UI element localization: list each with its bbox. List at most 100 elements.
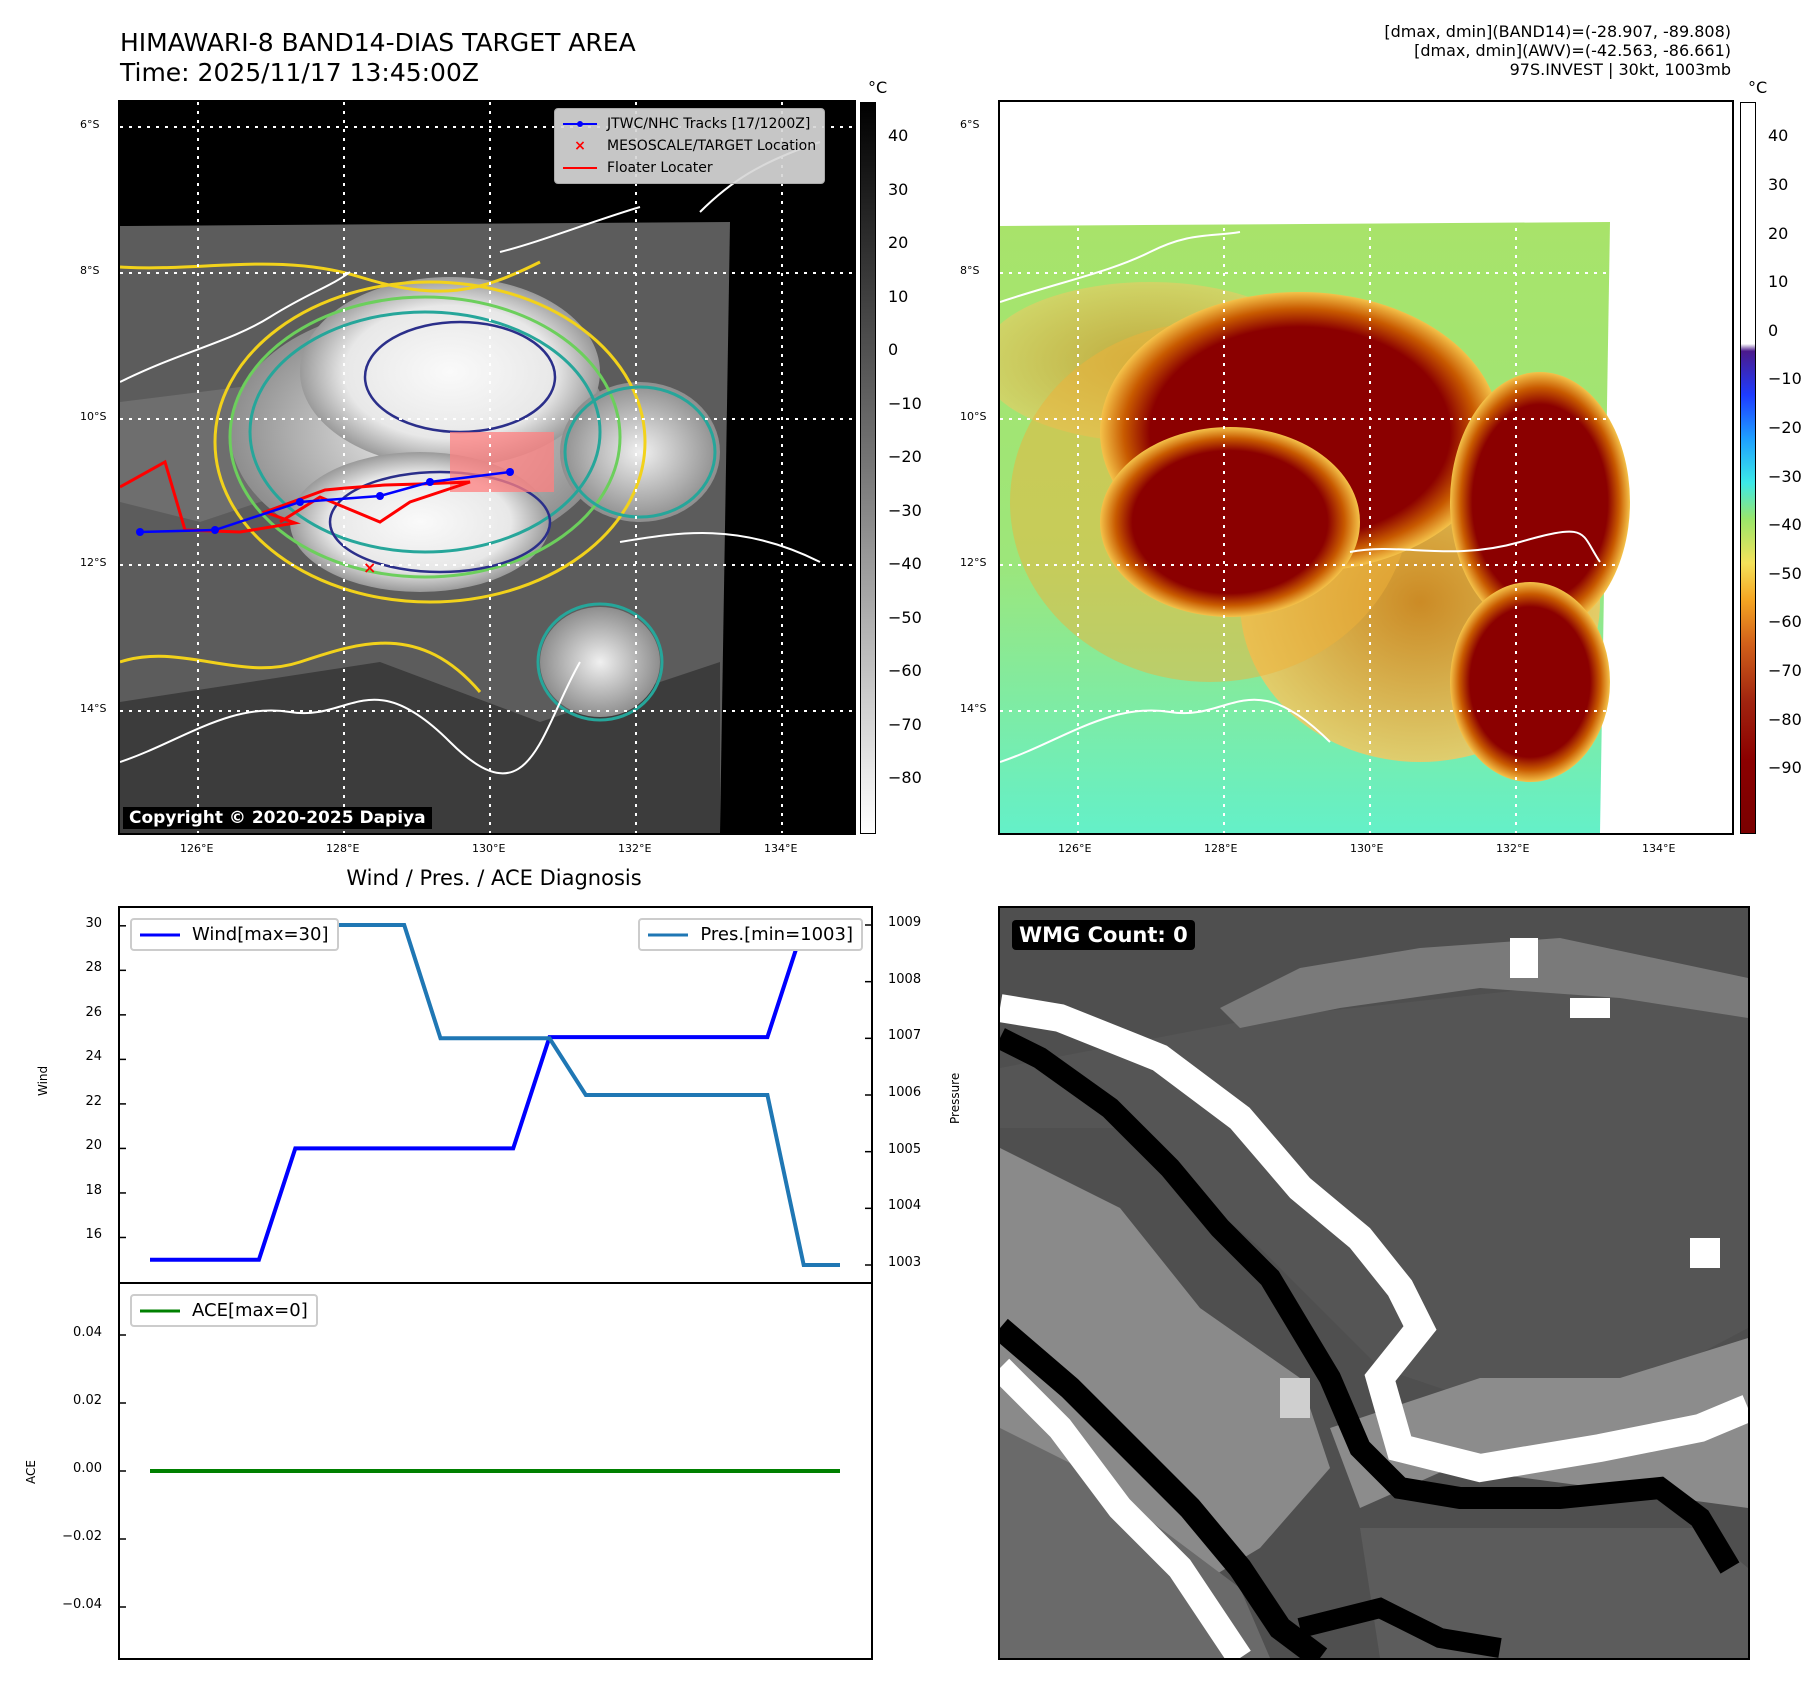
colorbar-left-tick: −60	[888, 661, 922, 681]
pressure-ytick-label: 1007	[888, 1028, 922, 1044]
lon-label-128e: 128°E	[326, 842, 360, 855]
pressure-yaxis-ticks: 1003 1004 1005 1006 1007 1008 1009	[880, 906, 940, 1284]
wind-legend: Wind[max=30]	[130, 918, 339, 951]
ace-plot	[120, 1334, 840, 1608]
colorbar-left-tick: 10	[888, 286, 909, 306]
colorbar-right-tick: 0	[1768, 320, 1779, 340]
lat-label-12s-right: 12°S	[960, 556, 987, 569]
colorbar-left-tick: −40	[888, 554, 922, 574]
lon-label-134e-right: 134°E	[1642, 842, 1676, 855]
colorbar-left-tick: −10	[888, 393, 922, 413]
lon-label-132e-right: 132°E	[1496, 842, 1530, 855]
lat-label-12s: 12°S	[80, 556, 107, 569]
lon-label-132e: 132°E	[618, 842, 652, 855]
lon-label-128e-right: 128°E	[1204, 842, 1238, 855]
ir-map-image: ×	[120, 102, 854, 833]
wind-ytick-label: 18	[85, 1182, 102, 1198]
ir-map-panel: × JTWC/NHC Tracks [17/1200Z] × MESOSCALE…	[118, 100, 856, 835]
pressure-ytick-label: 1003	[888, 1255, 922, 1270]
pressure-ytick-label: 1009	[888, 915, 922, 930]
diagnosis-title: Wind / Pres. / ACE Diagnosis	[346, 866, 642, 890]
lon-label-126e: 126°E	[180, 842, 214, 855]
colorbar-left-tick: −80	[888, 768, 922, 788]
stats-info: [dmax, dmin](BAND14)=(-28.907, -89.808) …	[1384, 22, 1731, 79]
colorbar-right-tick: −30	[1768, 466, 1802, 486]
pressure-ylabel: Pressure	[948, 1072, 962, 1124]
colorbar-right-tick: −10	[1768, 369, 1802, 389]
wind-series-line	[150, 923, 840, 1262]
colorbar-left-tick: −20	[888, 447, 922, 467]
title-line-2: Time: 2025/11/17 13:45:00Z	[120, 58, 479, 87]
legend-floater: Floater Locater	[563, 160, 713, 176]
pressure-series-line	[150, 923, 840, 1267]
colorbar-right-tick: −60	[1768, 612, 1802, 632]
wind-ylabel: Wind	[36, 1065, 50, 1096]
lat-label-6s: 6°S	[80, 118, 100, 131]
wind-ytick-label: 30	[85, 915, 102, 931]
wind-yaxis-ticks: 16 18 20 22 24 26 28 30	[60, 906, 112, 1284]
lat-label-8s-right: 8°S	[960, 264, 980, 277]
ace-ytick-label: 0.04	[73, 1325, 102, 1340]
wind-ytick-label: 20	[85, 1138, 102, 1154]
colorbar-left-tick: −50	[888, 607, 922, 627]
lon-label-134e: 134°E	[764, 842, 798, 855]
colorbar-left-ticks: 40 30 20 10 0 −10 −20 −30 −40 −50 −60 −70 −80	[880, 102, 922, 834]
wind-ytick-label: 16	[85, 1227, 102, 1243]
ace-ytick-label: 0.00	[73, 1461, 102, 1476]
wind-ytick-label: 28	[85, 960, 102, 976]
pressure-legend: Pres.[min=1003]	[638, 918, 863, 951]
lon-label-130e: 130°E	[472, 842, 506, 855]
colorbar-right-tick: −20	[1768, 417, 1802, 437]
x-marker-icon: ×	[574, 138, 586, 154]
colorbar-right-tick: −90	[1768, 758, 1802, 778]
lat-label-14s-right: 14°S	[960, 702, 987, 715]
awv-map-panel	[998, 100, 1734, 835]
wmg-panel: WMG Count: 0	[998, 906, 1750, 1660]
colorbar-right-tick: −70	[1768, 660, 1802, 680]
title-line-1: HIMAWARI-8 BAND14-DIAS TARGET AREA	[120, 28, 636, 57]
colorbar-left-tick: −30	[888, 500, 922, 520]
map-legend: JTWC/NHC Tracks [17/1200Z] × MESOSCALE/T…	[554, 108, 826, 184]
colorbar-right	[1740, 102, 1756, 834]
colorbar-left-tick: 20	[888, 233, 909, 253]
ace-ytick-label: −0.02	[62, 1529, 102, 1544]
colorbar-right-tick: −80	[1768, 709, 1802, 729]
colorbar-right-unit: °C	[1748, 78, 1768, 97]
ace-ytick-label: −0.04	[62, 1597, 102, 1612]
lon-label-130e-right: 130°E	[1350, 842, 1384, 855]
info-line-3: 97S.INVEST | 30kt, 1003mb	[1509, 60, 1731, 79]
info-line-2: [dmax, dmin](AWV)=(-42.563, -86.661)	[1414, 41, 1731, 60]
wind-pressure-panel: Wind[max=30] Pres.[min=1003]	[118, 906, 873, 1284]
ace-yaxis-ticks: −0.04 −0.02 0.00 0.02 0.04	[44, 1282, 112, 1660]
awv-map-image	[1000, 102, 1732, 833]
colorbar-right-tick: 40	[1768, 126, 1789, 146]
pressure-ytick-label: 1006	[888, 1085, 922, 1100]
copyright-label: Copyright © 2020-2025 Dapiya	[123, 807, 432, 829]
lat-label-14s: 14°S	[80, 702, 107, 715]
colorbar-left	[860, 102, 876, 834]
ace-ylabel: ACE	[24, 1460, 38, 1484]
colorbar-left-unit: °C	[868, 78, 888, 97]
colorbar-left-tick: 40	[888, 126, 909, 146]
wmg-image	[1000, 908, 1748, 1658]
colorbar-left-tick: 30	[888, 179, 909, 199]
target-marker-icon: ×	[363, 558, 376, 577]
wind-pressure-plot	[120, 923, 871, 1267]
lat-label-10s-right: 10°S	[960, 410, 987, 423]
lat-label-6s-right: 6°S	[960, 118, 980, 131]
wmg-count-badge: WMG Count: 0	[1012, 920, 1195, 950]
colorbar-right-ticks: 40 30 20 10 0 −10 −20 −30 −40 −50 −60 −70 −80 −90	[1760, 102, 1802, 834]
pressure-ytick-label: 1008	[888, 971, 922, 987]
ace-ytick-label: 0.02	[73, 1393, 102, 1408]
colorbar-left-tick: 0	[888, 340, 899, 360]
wind-ytick-label: 22	[85, 1093, 102, 1109]
ace-panel: ACE[max=0]	[118, 1282, 873, 1660]
colorbar-right-tick: 20	[1768, 223, 1789, 243]
colorbar-right-tick: −40	[1768, 515, 1802, 535]
wind-ytick-label: 26	[85, 1004, 102, 1020]
lat-label-10s: 10°S	[80, 410, 107, 423]
legend-target: × MESOSCALE/TARGET Location	[563, 135, 816, 157]
colorbar-left-tick: −70	[888, 714, 922, 734]
pressure-ytick-label: 1004	[888, 1198, 922, 1214]
pressure-ytick-label: 1005	[888, 1141, 922, 1157]
